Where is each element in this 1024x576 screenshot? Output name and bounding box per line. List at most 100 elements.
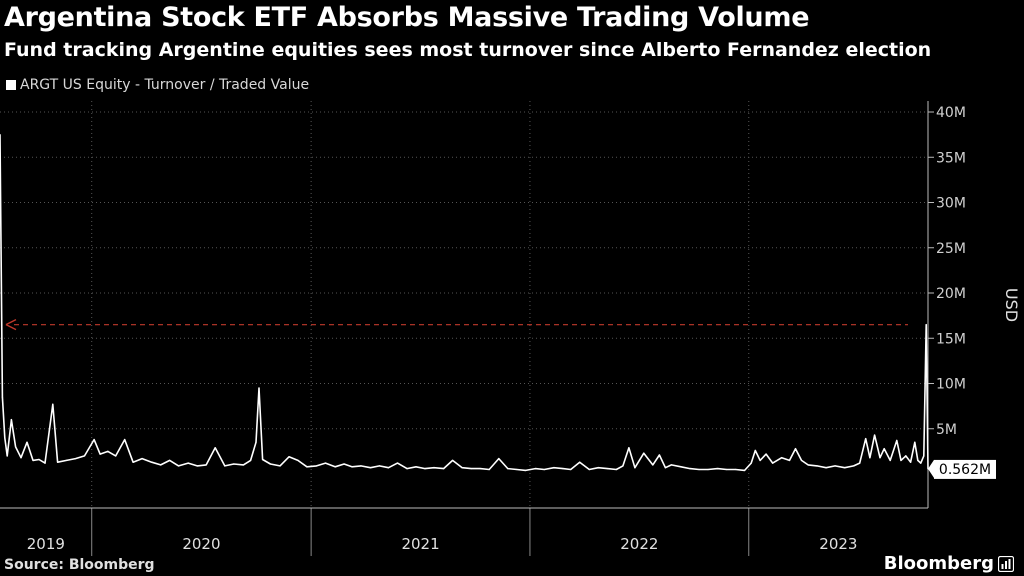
y-tick-label: 15M — [936, 331, 966, 347]
data-point — [0, 134, 1, 136]
data-point — [107, 450, 109, 452]
data-point — [543, 468, 545, 471]
data-point — [224, 465, 226, 467]
data-point — [562, 468, 564, 470]
data-point — [570, 468, 572, 471]
data-point — [255, 441, 257, 443]
data-point — [132, 461, 134, 463]
chart-subtitle: Fund tracking Argentine equities sees mo… — [4, 39, 932, 61]
data-point — [889, 459, 891, 461]
y-tick-label: 30M — [936, 196, 966, 212]
data-point — [579, 461, 581, 463]
legend-swatch — [6, 80, 16, 90]
y-tick-label: 40M — [936, 105, 966, 121]
data-point — [606, 468, 608, 470]
data-point — [689, 468, 691, 470]
data-point — [680, 466, 682, 468]
data-point — [754, 449, 756, 452]
data-point — [124, 439, 126, 441]
data-point — [334, 466, 336, 468]
data-point — [93, 439, 95, 441]
data-point — [306, 466, 308, 468]
data-point — [1, 396, 3, 398]
data-point — [923, 455, 925, 457]
brand-label: Bloomberg — [883, 553, 994, 574]
chart-title: Argentina Stock ETF Absorbs Massive Trad… — [4, 2, 810, 33]
data-point — [874, 434, 876, 436]
x-tick-label: 2019 — [27, 535, 65, 553]
data-point — [900, 459, 902, 461]
data-point — [151, 461, 153, 463]
data-point — [865, 438, 867, 440]
data-point — [214, 447, 216, 449]
data-point — [258, 387, 260, 389]
data-point — [772, 462, 774, 464]
series-line — [0, 134, 929, 472]
data-point — [26, 441, 28, 443]
data-point — [634, 467, 636, 469]
chart-logo-icon — [998, 555, 1014, 572]
data-point — [169, 459, 171, 461]
data-point — [488, 468, 490, 471]
data-point — [369, 467, 372, 469]
y-tick-label: 35M — [936, 150, 966, 166]
data-point — [115, 455, 117, 457]
data-point — [297, 459, 299, 461]
data-point — [788, 459, 791, 461]
data-point — [834, 465, 836, 467]
data-point — [74, 458, 77, 460]
data-point — [670, 464, 673, 466]
data-point — [387, 467, 390, 469]
data-point — [735, 468, 737, 471]
data-point — [242, 464, 244, 466]
y-tick-label: 20M — [936, 286, 966, 302]
data-point — [615, 468, 617, 471]
data-point — [141, 458, 143, 460]
data-point — [32, 459, 34, 461]
data-point — [707, 468, 709, 471]
data-point — [534, 468, 536, 470]
data-point — [879, 457, 881, 459]
data-point — [765, 453, 767, 455]
data-point — [726, 468, 728, 471]
data-point — [507, 468, 509, 470]
data-point — [844, 467, 846, 469]
data-point — [269, 463, 271, 465]
data-point — [396, 462, 399, 464]
data-point — [781, 457, 783, 459]
data-point — [744, 469, 746, 471]
data-point — [415, 466, 417, 468]
data-point — [896, 439, 898, 442]
data-point — [759, 459, 761, 461]
data-point — [44, 462, 46, 464]
data-point — [20, 457, 22, 459]
data-point — [378, 465, 381, 467]
data-point — [262, 458, 264, 461]
data-point — [917, 459, 919, 461]
data-point — [525, 469, 527, 471]
y-tick-label: 5M — [936, 422, 957, 438]
data-point — [910, 461, 912, 463]
data-point — [553, 467, 555, 469]
data-point — [807, 464, 809, 466]
data-point — [516, 468, 518, 471]
data-point — [652, 464, 654, 466]
data-point — [816, 465, 818, 467]
data-point — [622, 465, 624, 467]
data-point — [859, 462, 861, 464]
data-point — [406, 468, 408, 470]
data-point — [233, 463, 235, 465]
data-point — [315, 465, 318, 467]
data-point — [4, 437, 6, 439]
data-point — [288, 456, 290, 458]
data-point — [698, 468, 700, 471]
data-point — [424, 468, 426, 470]
data-point — [343, 463, 345, 465]
data-point — [914, 441, 916, 443]
data-point — [360, 465, 362, 467]
data-point — [925, 324, 927, 326]
data-point — [52, 403, 54, 405]
data-point — [461, 467, 463, 469]
data-point — [597, 467, 599, 469]
